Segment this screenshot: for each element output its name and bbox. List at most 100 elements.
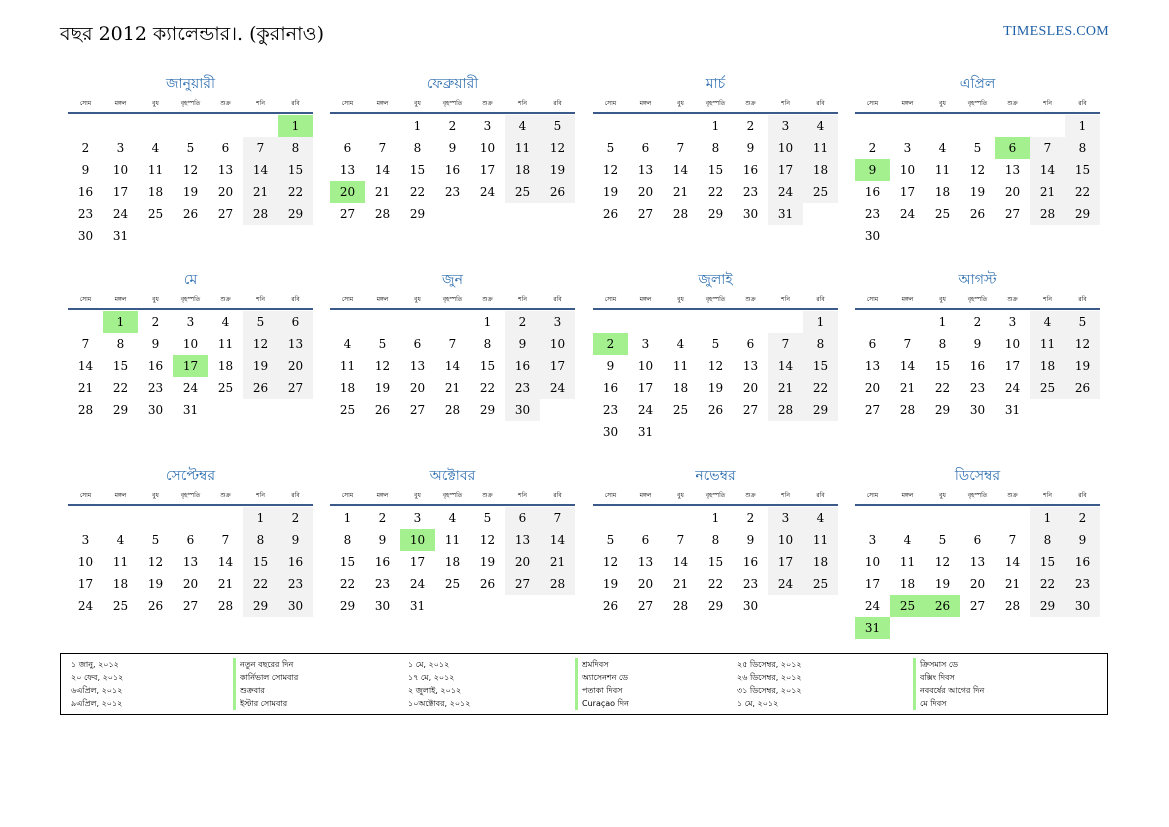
empty-day <box>960 507 995 529</box>
calendar-day: 15 <box>1030 551 1065 573</box>
day-grid: 1 2 3 4 5 6 7 8 9 10 11 12 13 14 15 16 17 18 19 20 21 22 23 24 2… <box>855 506 1100 639</box>
weekday-label: মঙ্গল <box>901 296 914 303</box>
month-block: নভেম্বর সোম মঙ্গল বুধ বৃহস্পতি শুক্র শনি রবি 1 2 3… <box>593 465 838 617</box>
month-block: জুন সোম মঙ্গল বুধ বৃহস্পতি শুক্র শনি রবি 1 2 3 4 5 6 7… <box>330 269 575 421</box>
calendar-day: 29 <box>707 599 724 613</box>
calendar-day: 17 <box>1004 359 1021 373</box>
calendar-day: 6 <box>868 337 877 351</box>
legend-holiday: অ্যাসেনশন ডে <box>575 671 629 684</box>
calendar-day: 17 <box>637 381 654 395</box>
calendar-day: 10 <box>899 163 916 177</box>
calendar-day: 21 <box>672 577 689 591</box>
empty-day <box>208 115 243 137</box>
legend-date: ৬এপ্রিল, ২০১২ <box>71 686 123 695</box>
calendar-day: 5 <box>606 141 615 155</box>
calendar-day: 26 <box>243 377 278 399</box>
calendar-day: 28 <box>217 599 234 613</box>
holiday-day: 1 <box>103 311 138 333</box>
calendar-day: 21 <box>1004 577 1021 591</box>
calendar-day: 7 <box>676 141 685 155</box>
calendar-day: 23 <box>864 207 881 221</box>
empty-day <box>925 115 960 137</box>
calendar-day: 7 <box>540 507 575 529</box>
calendar-day: 4 <box>803 115 838 137</box>
holiday-day: 10 <box>400 529 435 551</box>
calendar-day: 13 <box>637 163 654 177</box>
weekday-label: শনি <box>1043 296 1052 303</box>
calendar-day: 4 <box>803 507 838 529</box>
calendar-day: 21 <box>540 551 575 573</box>
calendar-day: 26 <box>969 207 986 221</box>
calendar-day: 23 <box>77 207 94 221</box>
empty-day <box>663 115 698 137</box>
empty-day <box>243 115 278 137</box>
calendar-day: 5 <box>378 337 387 351</box>
calendar-day: 23 <box>602 403 619 417</box>
calendar-day: 24 <box>540 377 575 399</box>
calendar-day: 2 <box>746 511 755 525</box>
calendar-day: 11 <box>147 163 164 177</box>
calendar-day: 24 <box>637 403 654 417</box>
calendar-day: 22 <box>1030 573 1065 595</box>
weekday-label: বুধ <box>152 296 159 303</box>
calendar-day: 9 <box>81 163 90 177</box>
calendar-day: 16 <box>374 555 391 569</box>
legend-date: ৩১ ডিসেম্বর, ২০১২ <box>737 686 802 695</box>
month-title: জুলাই <box>698 272 733 288</box>
calendar-day: 15 <box>479 359 496 373</box>
calendar-day: 28 <box>77 403 94 417</box>
calendar-day: 25 <box>147 207 164 221</box>
calendar-day: 11 <box>217 337 234 351</box>
calendar-day: 30 <box>147 403 164 417</box>
calendar-day: 12 <box>934 555 951 569</box>
calendar-day: 3 <box>116 141 125 155</box>
calendar-day: 12 <box>479 533 496 547</box>
calendar-day: 7 <box>243 137 278 159</box>
calendar-day: 11 <box>803 529 838 551</box>
calendar-day: 12 <box>602 163 619 177</box>
month-title: ফেব্রুয়ারী <box>426 76 479 92</box>
weekday-label: বৃহস্পতি <box>180 296 201 303</box>
calendar-day: 4 <box>505 115 540 137</box>
calendar-day: 10 <box>182 337 199 351</box>
month-block: ফেব্রুয়ারী সোম মঙ্গল বুধ বৃহস্পতি শুক্র শনি রব… <box>330 73 575 225</box>
calendar-day: 9 <box>378 533 387 547</box>
calendar-day: 20 <box>969 577 986 591</box>
calendar-day: 12 <box>182 163 199 177</box>
day-grid: 1 2 3 4 5 6 7 8 9 10 11 12 13 14 15 16 17 18 19 20 21 22 23 24 2… <box>68 114 313 247</box>
legend-holiday: শুক্রবার <box>233 684 298 697</box>
day-grid: 1 2 3 4 5 6 7 8 9 10 11 12 13 14 15 16 17 18 19 20 21 22 23 24 2… <box>855 114 1100 247</box>
calendar-day: 29 <box>479 403 496 417</box>
weekday-label: বুধ <box>939 492 946 499</box>
calendar-day: 25 <box>803 573 838 595</box>
calendar-day: 20 <box>742 381 759 395</box>
calendar-day: 3 <box>768 507 803 529</box>
calendar-day: 23 <box>1065 573 1100 595</box>
calendar-day: 30 <box>864 229 881 243</box>
month-title: অক্টোবর <box>429 468 476 484</box>
legend-names-col-1: নতুন বছরের দিন কার্নিভাল সোমবার শুক্রবার… <box>233 658 298 710</box>
brand-link[interactable]: TIMESLES.COM <box>1003 24 1109 39</box>
empty-day <box>890 311 925 333</box>
weekday-label: বৃহস্পতি <box>442 296 463 303</box>
calendar-day: 23 <box>444 185 461 199</box>
weekday-label: মঙ্গল <box>639 492 652 499</box>
calendar-day: 24 <box>768 573 803 595</box>
calendar-day: 17 <box>540 355 575 377</box>
calendar-day: 6 <box>186 533 195 547</box>
calendar-day: 17 <box>77 577 94 591</box>
calendar-day: 27 <box>278 377 313 399</box>
calendar-day: 26 <box>707 403 724 417</box>
calendar-day: 1 <box>711 119 720 133</box>
empty-day <box>890 507 925 529</box>
calendar-day: 20 <box>278 355 313 377</box>
calendar-day: 25 <box>505 181 540 203</box>
day-grid: 1 2 3 4 5 6 7 8 9 10 11 12 13 14 15 16 17 18 19 20 21 22 23 24 2… <box>593 114 838 225</box>
weekday-label: শুক্র <box>220 492 231 499</box>
calendar-day: 13 <box>637 555 654 569</box>
day-grid: 1 2 3 4 5 6 7 8 9 10 11 12 13 14 15 16 17 18 19 20 21 22 23 24 2… <box>593 506 838 617</box>
calendar-day: 19 <box>479 555 496 569</box>
day-grid: 1 2 3 4 5 6 7 8 9 10 11 12 13 14 15 16 17 18 19 20 21 22 23 24 2… <box>68 506 313 617</box>
calendar-day: 3 <box>868 533 877 547</box>
calendar-day: 8 <box>413 141 422 155</box>
